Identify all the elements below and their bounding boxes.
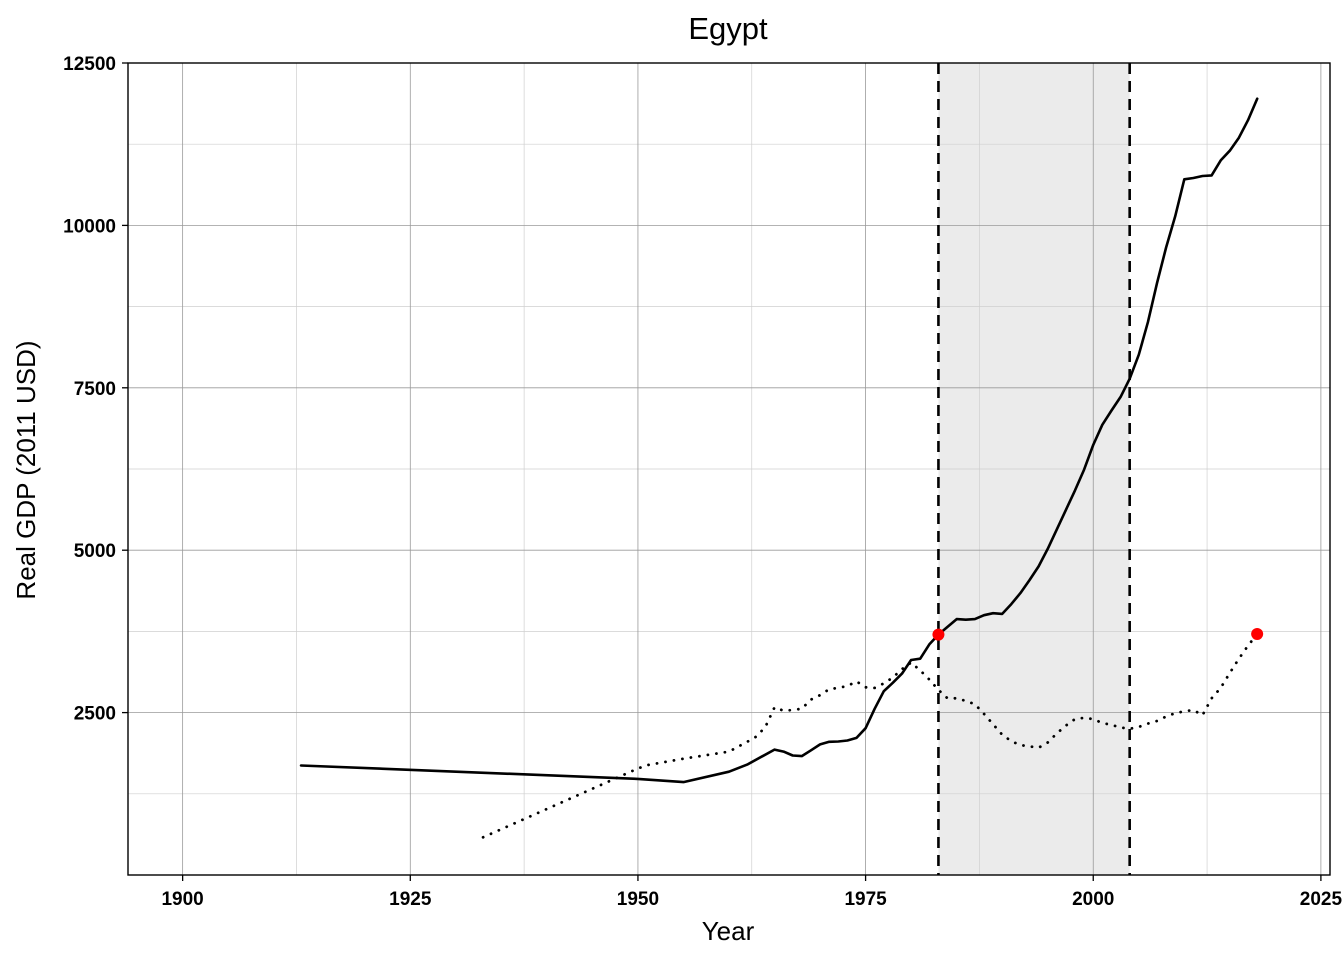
chart-title: Egypt — [688, 11, 768, 46]
x-tick-label: 2000 — [1072, 889, 1114, 910]
y-axis-title: Real GDP (2011 USD) — [11, 340, 41, 599]
x-tick-label: 1975 — [844, 889, 887, 910]
x-axis-title: Year — [702, 916, 755, 946]
y-tick-label: 2500 — [74, 704, 116, 725]
y-tick-label: 7500 — [74, 379, 116, 400]
dotted-series-line — [481, 632, 1259, 839]
y-tick-label: 12500 — [63, 54, 116, 75]
highlight-point — [932, 628, 945, 641]
x-tick-label: 1950 — [617, 889, 659, 910]
plot-border — [127, 62, 1331, 876]
highlight-point — [1251, 627, 1264, 640]
x-tick-label: 1900 — [161, 889, 203, 910]
solid-series-line — [299, 97, 1259, 784]
x-tick-label: 1925 — [389, 889, 432, 910]
y-tick-label: 10000 — [63, 216, 116, 237]
x-tick-label: 2025 — [1300, 889, 1343, 910]
y-tick-label: 5000 — [74, 541, 116, 562]
